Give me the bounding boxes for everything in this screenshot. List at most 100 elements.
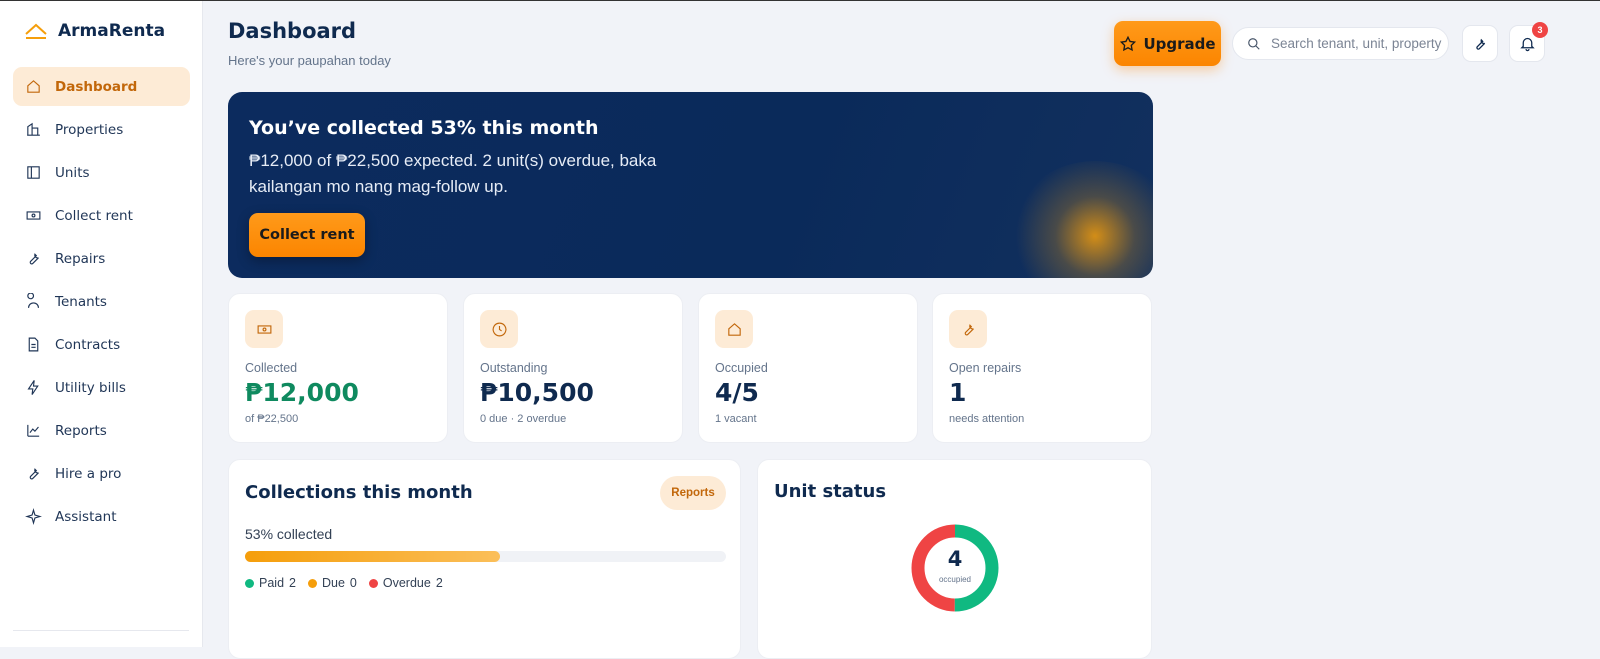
nav-item[interactable]: Utility bills: [13, 368, 190, 407]
stat-note: needs attention: [949, 413, 1025, 425]
nav-icon-path: [26, 211, 41, 220]
stat-icon-svg: [492, 322, 506, 336]
nav-label: Utility bills: [55, 379, 126, 396]
hero-text: ₱12,000 of ₱22,500 expected. 2 unit(s) o…: [249, 151, 657, 196]
nav-item[interactable]: Assistant: [13, 497, 190, 536]
nav-icon-path: [29, 468, 39, 480]
stat-icon: [715, 310, 753, 348]
upgrade-button[interactable]: Upgrade: [1114, 21, 1221, 66]
brand[interactable]: ArmaRenta: [24, 21, 165, 41]
progress-fill: [245, 551, 500, 562]
stat-note: 0 due · 2 overdue: [480, 413, 567, 425]
sidebar-divider: [13, 630, 189, 631]
notifications-button[interactable]: 3: [1509, 22, 1548, 62]
nav-icon: [26, 211, 41, 220]
bell-icon: [1519, 37, 1535, 52]
stat-icon-svg: [257, 324, 271, 334]
hero-title: You’ve collected 53% this month: [249, 117, 599, 139]
stat-note: 1 vacant: [715, 413, 757, 425]
nav-label: Contracts: [55, 336, 121, 353]
tools-button[interactable]: [1462, 25, 1498, 62]
nav-label: Hire a pro: [55, 465, 122, 482]
stat-icon: [480, 310, 518, 348]
legend-label: Overdue: [382, 576, 431, 590]
stat-label: Collected: [245, 361, 298, 375]
unit-status-card: Unit status 4 occupied: [757, 459, 1152, 659]
stat-icon-svg: [964, 323, 974, 335]
nav-item[interactable]: Collect rent: [13, 196, 190, 235]
reports-link[interactable]: Reports: [660, 476, 726, 510]
collect-rent-button[interactable]: Collect rent: [249, 213, 365, 257]
stat-label: Open repairs: [949, 361, 1022, 375]
wrench-icon: [1476, 38, 1486, 50]
donut-segment: [911, 524, 999, 612]
nav-label: Dashboard: [55, 78, 138, 95]
nav-item[interactable]: Dashboard: [13, 67, 190, 106]
legend-value: 2: [289, 576, 296, 590]
stat-icon-path: [492, 322, 506, 336]
donut-center-label: occupied: [939, 575, 971, 584]
nav-item[interactable]: Repairs: [13, 239, 190, 278]
nav-icon: [29, 253, 39, 265]
legend-item: Overdue 2: [368, 576, 443, 590]
stat-note: of ₱22,500: [245, 413, 299, 425]
legend-value: 0: [349, 576, 357, 590]
stat-value: ₱10,500: [480, 378, 594, 407]
nav-icon-path: [28, 337, 39, 352]
nav-icon: [27, 380, 39, 395]
legend-label: Due: [321, 576, 345, 590]
star-icon: [1120, 35, 1137, 51]
stat-icon-path: [727, 322, 741, 336]
brand-logo: [25, 23, 47, 39]
stat-card: Collected ₱12,000 of ₱22,500: [228, 293, 448, 443]
nav-icon-path: [27, 122, 40, 136]
nav-label: Reports: [55, 422, 107, 439]
stat-icon: [245, 310, 283, 348]
stat-icon: [949, 310, 987, 348]
nav-icon-path: [27, 166, 40, 179]
upgrade-label: Upgrade: [1143, 34, 1216, 53]
nav-icon-path: [27, 380, 39, 395]
nav-label: Tenants: [55, 293, 107, 310]
search-icon: [1248, 37, 1260, 50]
legend-dot: [368, 578, 378, 588]
brand-name: ArmaRenta: [58, 21, 166, 41]
stat-icon-path: [257, 324, 271, 334]
nav-icon-path: [29, 253, 39, 265]
notification-badge: 3: [1532, 22, 1548, 38]
nav-item[interactable]: Contracts: [13, 325, 190, 364]
legend-item: Paid 2: [245, 576, 296, 590]
nav-label: Units: [55, 164, 90, 181]
stat-card: Open repairs 1 needs attention: [932, 293, 1152, 443]
stat-card: Outstanding ₱10,500 0 due · 2 overdue: [463, 293, 683, 443]
stat-value: 4/5: [715, 378, 759, 407]
nav-icon-path: [27, 293, 40, 308]
nav-icon-path: [27, 424, 40, 437]
search-placeholder: Search tenant, unit, property: [1271, 36, 1442, 51]
nav-label: Assistant: [55, 508, 117, 525]
stat-label: Occupied: [715, 361, 768, 375]
nav-icon: [25, 508, 42, 525]
nav-item[interactable]: Units: [13, 153, 190, 192]
nav-list: Dashboard Properties Units Collect rent Repa…: [13, 67, 190, 540]
nav-icon: [27, 424, 40, 437]
nav-item[interactable]: Properties: [13, 110, 190, 149]
stat-card: Occupied 4/5 1 vacant: [698, 293, 918, 443]
page-subtitle: Here's your paupahan today: [228, 53, 391, 68]
progress-track: [245, 551, 726, 562]
nav-icon-path: [25, 508, 42, 525]
search-box[interactable]: Search tenant, unit, property: [1232, 27, 1449, 60]
nav-item[interactable]: Hire a pro: [13, 454, 190, 493]
nav-item[interactable]: Reports: [13, 411, 190, 450]
legend-dot: [307, 578, 317, 588]
nav-item[interactable]: Tenants: [13, 282, 190, 321]
nav-icon: [27, 166, 40, 179]
nav-label: Properties: [55, 121, 124, 138]
hero-glow: [1010, 161, 1153, 278]
page-title: Dashboard: [228, 19, 357, 43]
stat-value: 1: [949, 378, 967, 407]
legend-label: Paid: [259, 576, 285, 590]
nav-icon: [27, 293, 40, 308]
donut-chart: 4 occupied: [911, 524, 999, 612]
